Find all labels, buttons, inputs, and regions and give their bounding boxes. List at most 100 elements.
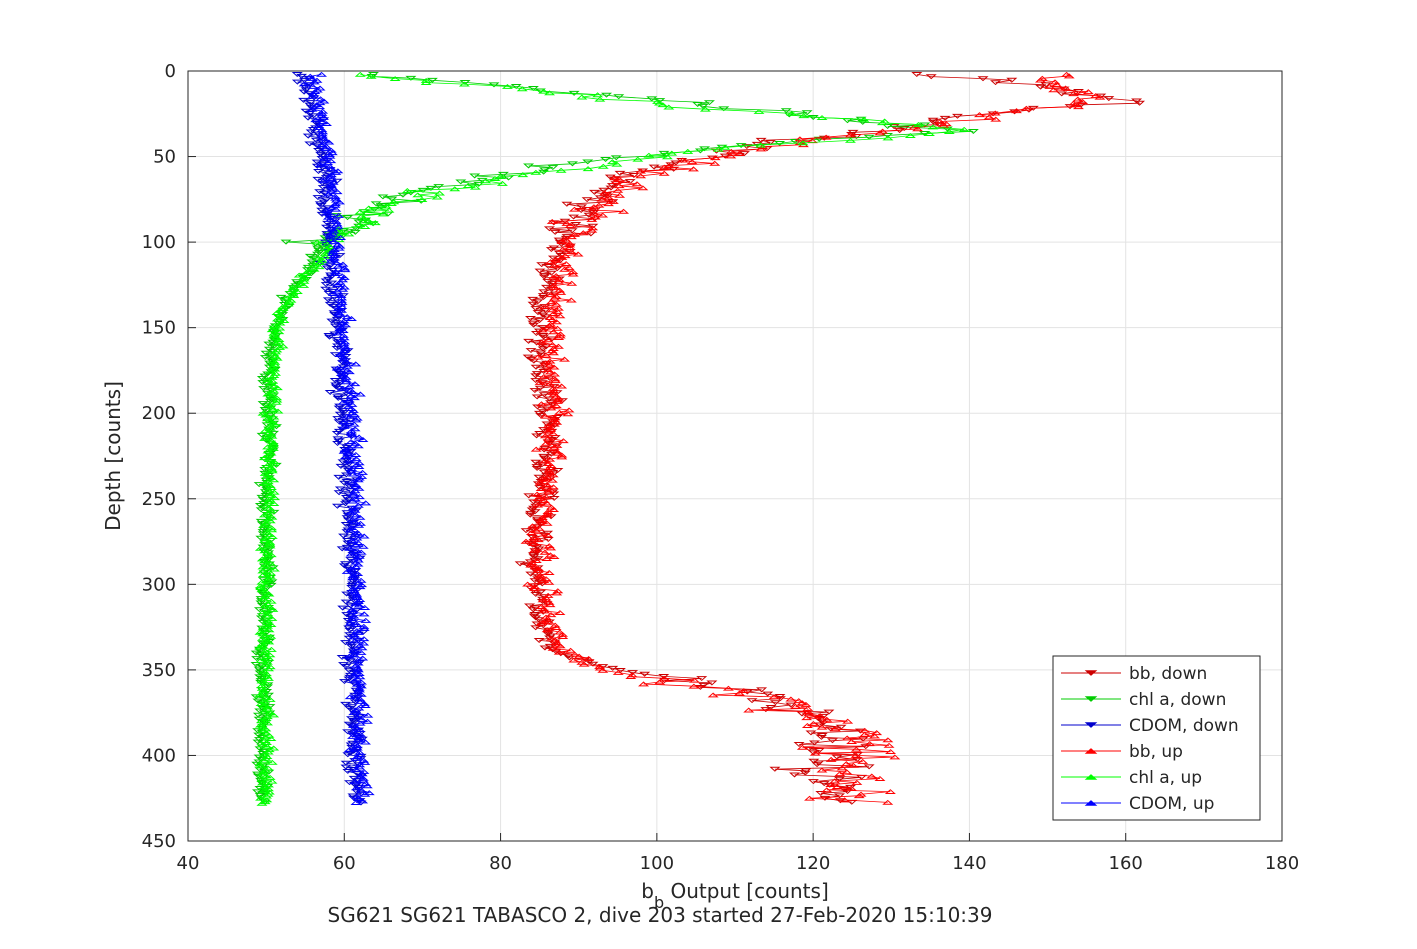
data-point: [533, 474, 545, 480]
data-point: [345, 393, 357, 399]
data-point: [618, 208, 630, 214]
data-point: [631, 181, 643, 187]
data-point: [340, 322, 352, 328]
data-point: [534, 268, 546, 274]
data-point: [256, 678, 268, 684]
data-point: [851, 779, 863, 785]
data-point: [544, 90, 556, 96]
data-point: [253, 607, 265, 613]
data-point: [352, 665, 364, 671]
data-point: [259, 708, 271, 714]
data-point: [261, 554, 273, 560]
data-point: [347, 471, 359, 477]
data-point: [1044, 83, 1056, 89]
data-point: [527, 296, 539, 302]
data-point: [553, 335, 565, 341]
data-point: [566, 280, 578, 286]
legend-label: bb, up: [1129, 742, 1183, 762]
data-point: [912, 126, 924, 132]
data-point: [545, 425, 557, 431]
data-point: [544, 369, 556, 375]
data-point: [522, 581, 534, 587]
data-point: [607, 665, 619, 671]
data-point: [546, 218, 558, 224]
data-point: [335, 463, 347, 469]
data-point: [261, 529, 273, 535]
data-point: [530, 625, 542, 631]
x-tick-label: 40: [177, 853, 200, 874]
data-point: [416, 196, 428, 202]
data-point: [958, 126, 970, 132]
data-point: [261, 581, 273, 587]
data-point: [664, 163, 676, 169]
legend-label: bb, down: [1129, 664, 1207, 684]
data-point: [738, 688, 750, 694]
data-point: [298, 276, 310, 282]
data-point: [333, 212, 345, 218]
data-point: [299, 84, 311, 90]
data-point: [266, 468, 278, 474]
data-point: [274, 320, 286, 326]
data-point: [349, 779, 361, 785]
data-point: [358, 623, 370, 629]
data-point: [597, 667, 609, 673]
data-point: [352, 477, 364, 483]
data-point: [550, 301, 562, 307]
y-tick-label: 50: [153, 147, 176, 168]
data-point: [534, 318, 546, 324]
legend-item: bb, up: [1061, 742, 1183, 762]
data-point: [257, 631, 269, 637]
data-point: [549, 415, 561, 421]
legend[interactable]: bb, down chl a, down CDOM, down bb, up chl a…: [1052, 655, 1261, 821]
data-point: [345, 566, 357, 572]
data-point: [258, 522, 270, 528]
data-point: [1072, 96, 1084, 102]
data-point: [317, 108, 329, 114]
data-point: [871, 730, 883, 736]
data-point: [317, 119, 329, 125]
data-point: [359, 739, 372, 745]
data-point: [459, 80, 471, 85]
data-point: [542, 423, 554, 429]
data-point: [259, 427, 271, 433]
data-point: [586, 216, 598, 222]
data-point: [560, 261, 572, 267]
data-point: [847, 762, 859, 768]
data-point: [598, 187, 610, 193]
data-point: [325, 181, 337, 187]
data-point: [834, 793, 846, 799]
data-point: [1134, 100, 1146, 106]
data-point: [312, 176, 324, 182]
data-point: [541, 512, 553, 518]
data-point: [844, 137, 856, 143]
data-point: [349, 496, 361, 502]
data-point: [265, 598, 277, 604]
data-point: [497, 171, 509, 177]
data-point: [317, 165, 329, 171]
data-point: [312, 147, 324, 153]
data-point: [348, 729, 360, 735]
data-point: [263, 666, 275, 672]
data-point: [340, 760, 352, 766]
data-point: [269, 421, 281, 427]
data-point: [358, 625, 370, 631]
data-point: [317, 258, 329, 264]
data-point: [593, 202, 605, 208]
data-point: [351, 745, 363, 751]
data-point: [833, 776, 845, 782]
data-point: [298, 274, 310, 280]
data-point: [1077, 98, 1089, 104]
data-point: [530, 373, 542, 379]
data-point: [677, 157, 689, 163]
data-point: [314, 85, 326, 91]
data-point: [550, 625, 562, 631]
data-point: [354, 584, 366, 590]
data-point: [330, 197, 342, 203]
data-point: [874, 130, 886, 136]
data-point: [576, 204, 588, 210]
data-point: [658, 170, 670, 176]
data-point: [530, 591, 542, 597]
data-point: [553, 395, 565, 401]
data-point: [256, 780, 268, 786]
data-point: [354, 71, 366, 77]
